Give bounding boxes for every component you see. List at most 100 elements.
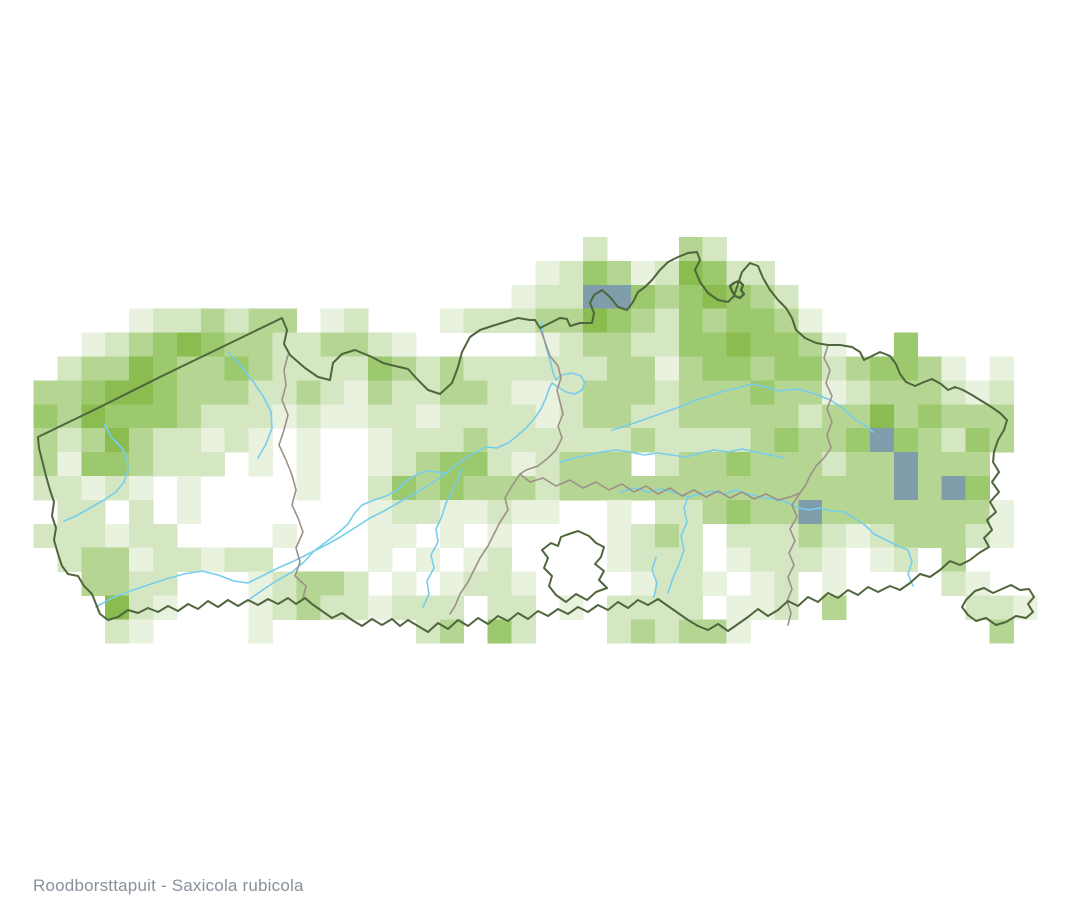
atlas-grid-cell (81, 452, 106, 477)
atlas-grid-cell (702, 428, 727, 453)
atlas-grid-cell (941, 476, 966, 501)
atlas-grid-cell (296, 571, 321, 596)
rivers (63, 321, 914, 608)
atlas-grid-cell (559, 428, 584, 453)
atlas-grid-cell (487, 523, 512, 549)
atlas-grid-cell (368, 428, 393, 453)
atlas-grid-cell (726, 595, 751, 620)
atlas-grid-cell (463, 499, 488, 525)
atlas-grid-cell (846, 356, 871, 381)
atlas-grid-cell (344, 356, 369, 381)
atlas-grid-cell (81, 476, 106, 501)
atlas-grid-cell (917, 499, 943, 525)
atlas-grid-cell (392, 380, 417, 405)
atlas-grid-cell (774, 356, 799, 381)
atlas-grid-cell (893, 476, 919, 501)
atlas-grid-cell (392, 452, 417, 477)
atlas-grid-cell (535, 260, 560, 286)
atlas-grid-cell (631, 356, 656, 381)
atlas-grid-cell (726, 356, 751, 381)
atlas-grid-cell (654, 547, 680, 572)
atlas-grid-cell (989, 356, 1014, 381)
atlas-grid-cell (607, 428, 632, 453)
atlas-grid-cell (774, 404, 799, 429)
atlas-grid-cell (726, 523, 751, 549)
atlas-grid-cell (511, 404, 536, 429)
atlas-grid-cell (941, 547, 966, 572)
atlas-grid-cell (81, 571, 106, 596)
atlas-grid-cell (463, 356, 488, 381)
atlas-grid-cell (463, 452, 488, 477)
atlas-grid-cell (774, 476, 799, 501)
atlas-grid-cell (702, 571, 727, 596)
atlas-grid-cell (392, 523, 417, 549)
atlas-grid-cell (822, 428, 847, 453)
atlas-grid-cell (583, 380, 608, 405)
atlas-grid-cell (559, 260, 584, 286)
atlas-grid-cell (559, 476, 584, 501)
atlas-grid-cell (224, 356, 249, 381)
atlas-grid-cell (607, 547, 632, 572)
atlas-grid-cell (105, 619, 130, 644)
atlas-grid-cell (726, 476, 751, 501)
atlas-grid-cell (583, 284, 608, 310)
atlas-grid-cell (200, 308, 226, 333)
atlas-grid-cell (415, 428, 441, 453)
atlas-grid-cell (678, 428, 704, 453)
atlas-grid-cell (57, 380, 82, 405)
atlas-grid-cell (965, 452, 990, 477)
atlas-grid-cell (272, 571, 297, 596)
province-borders (278, 327, 833, 626)
atlas-grid-cell (798, 523, 823, 549)
atlas-grid-cell (105, 332, 130, 357)
atlas-grid-cell (57, 356, 82, 381)
atlas-grid-cell (798, 308, 823, 333)
atlas-grid-cell (368, 476, 393, 501)
atlas-grid-cell (487, 356, 512, 381)
atlas-grid-cell (583, 428, 608, 453)
atlas-grid-cell (320, 595, 345, 620)
atlas-grid-cell (822, 547, 847, 572)
atlas-grid-cell (774, 595, 799, 620)
atlas-grid-cell (702, 308, 727, 333)
atlas-grid-cell (439, 428, 465, 453)
atlas-grid-cell (535, 284, 560, 310)
atlas-grid-cell (941, 404, 966, 429)
atlas-grid-cell (631, 428, 656, 453)
atlas-grid-cell (750, 356, 775, 381)
atlas-grid-cell (750, 332, 775, 357)
atlas-grid-cell (941, 499, 966, 525)
atlas-grid-cell (750, 499, 775, 525)
species-title: Roodborsttapuit - Saxicola rubicola (33, 875, 304, 895)
atlas-grid-cell (415, 499, 441, 525)
atlas-grid-cell (81, 499, 106, 525)
atlas-grid-cell (248, 547, 273, 572)
atlas-grid-cell (511, 356, 536, 381)
atlas-grid-cell (296, 476, 321, 501)
atlas-grid-cell (702, 452, 727, 477)
atlas-grid-cell (439, 476, 465, 501)
atlas-grid-cell (631, 595, 656, 620)
atlas-grid-cell (415, 595, 441, 620)
atlas-grid-cell (822, 595, 847, 620)
flanders-border (37, 251, 1035, 633)
atlas-grid-cell (33, 380, 58, 405)
atlas-grid-cell (631, 523, 656, 549)
atlas-grid-cell (368, 356, 393, 381)
atlas-grid-cell (989, 499, 1014, 525)
atlas-grid-cell (583, 452, 608, 477)
atlas-grid-cell (631, 619, 656, 644)
atlas-grid-cell (248, 332, 273, 357)
atlas-grid-cell (153, 356, 178, 381)
atlas-grid-cell (535, 428, 560, 453)
atlas-grid-cell (678, 404, 704, 429)
atlas-grid-cell (750, 523, 775, 549)
atlas-grid-cell (487, 476, 512, 501)
atlas-grid-cell (774, 547, 799, 572)
atlas-grid-cell (750, 404, 775, 429)
atlas-grid-cell (57, 428, 82, 453)
atlas-grid-cell (153, 380, 178, 405)
atlas-grid-cell (439, 619, 465, 644)
atlas-grid-cell (583, 356, 608, 381)
atlas-grid-cell (487, 499, 512, 525)
